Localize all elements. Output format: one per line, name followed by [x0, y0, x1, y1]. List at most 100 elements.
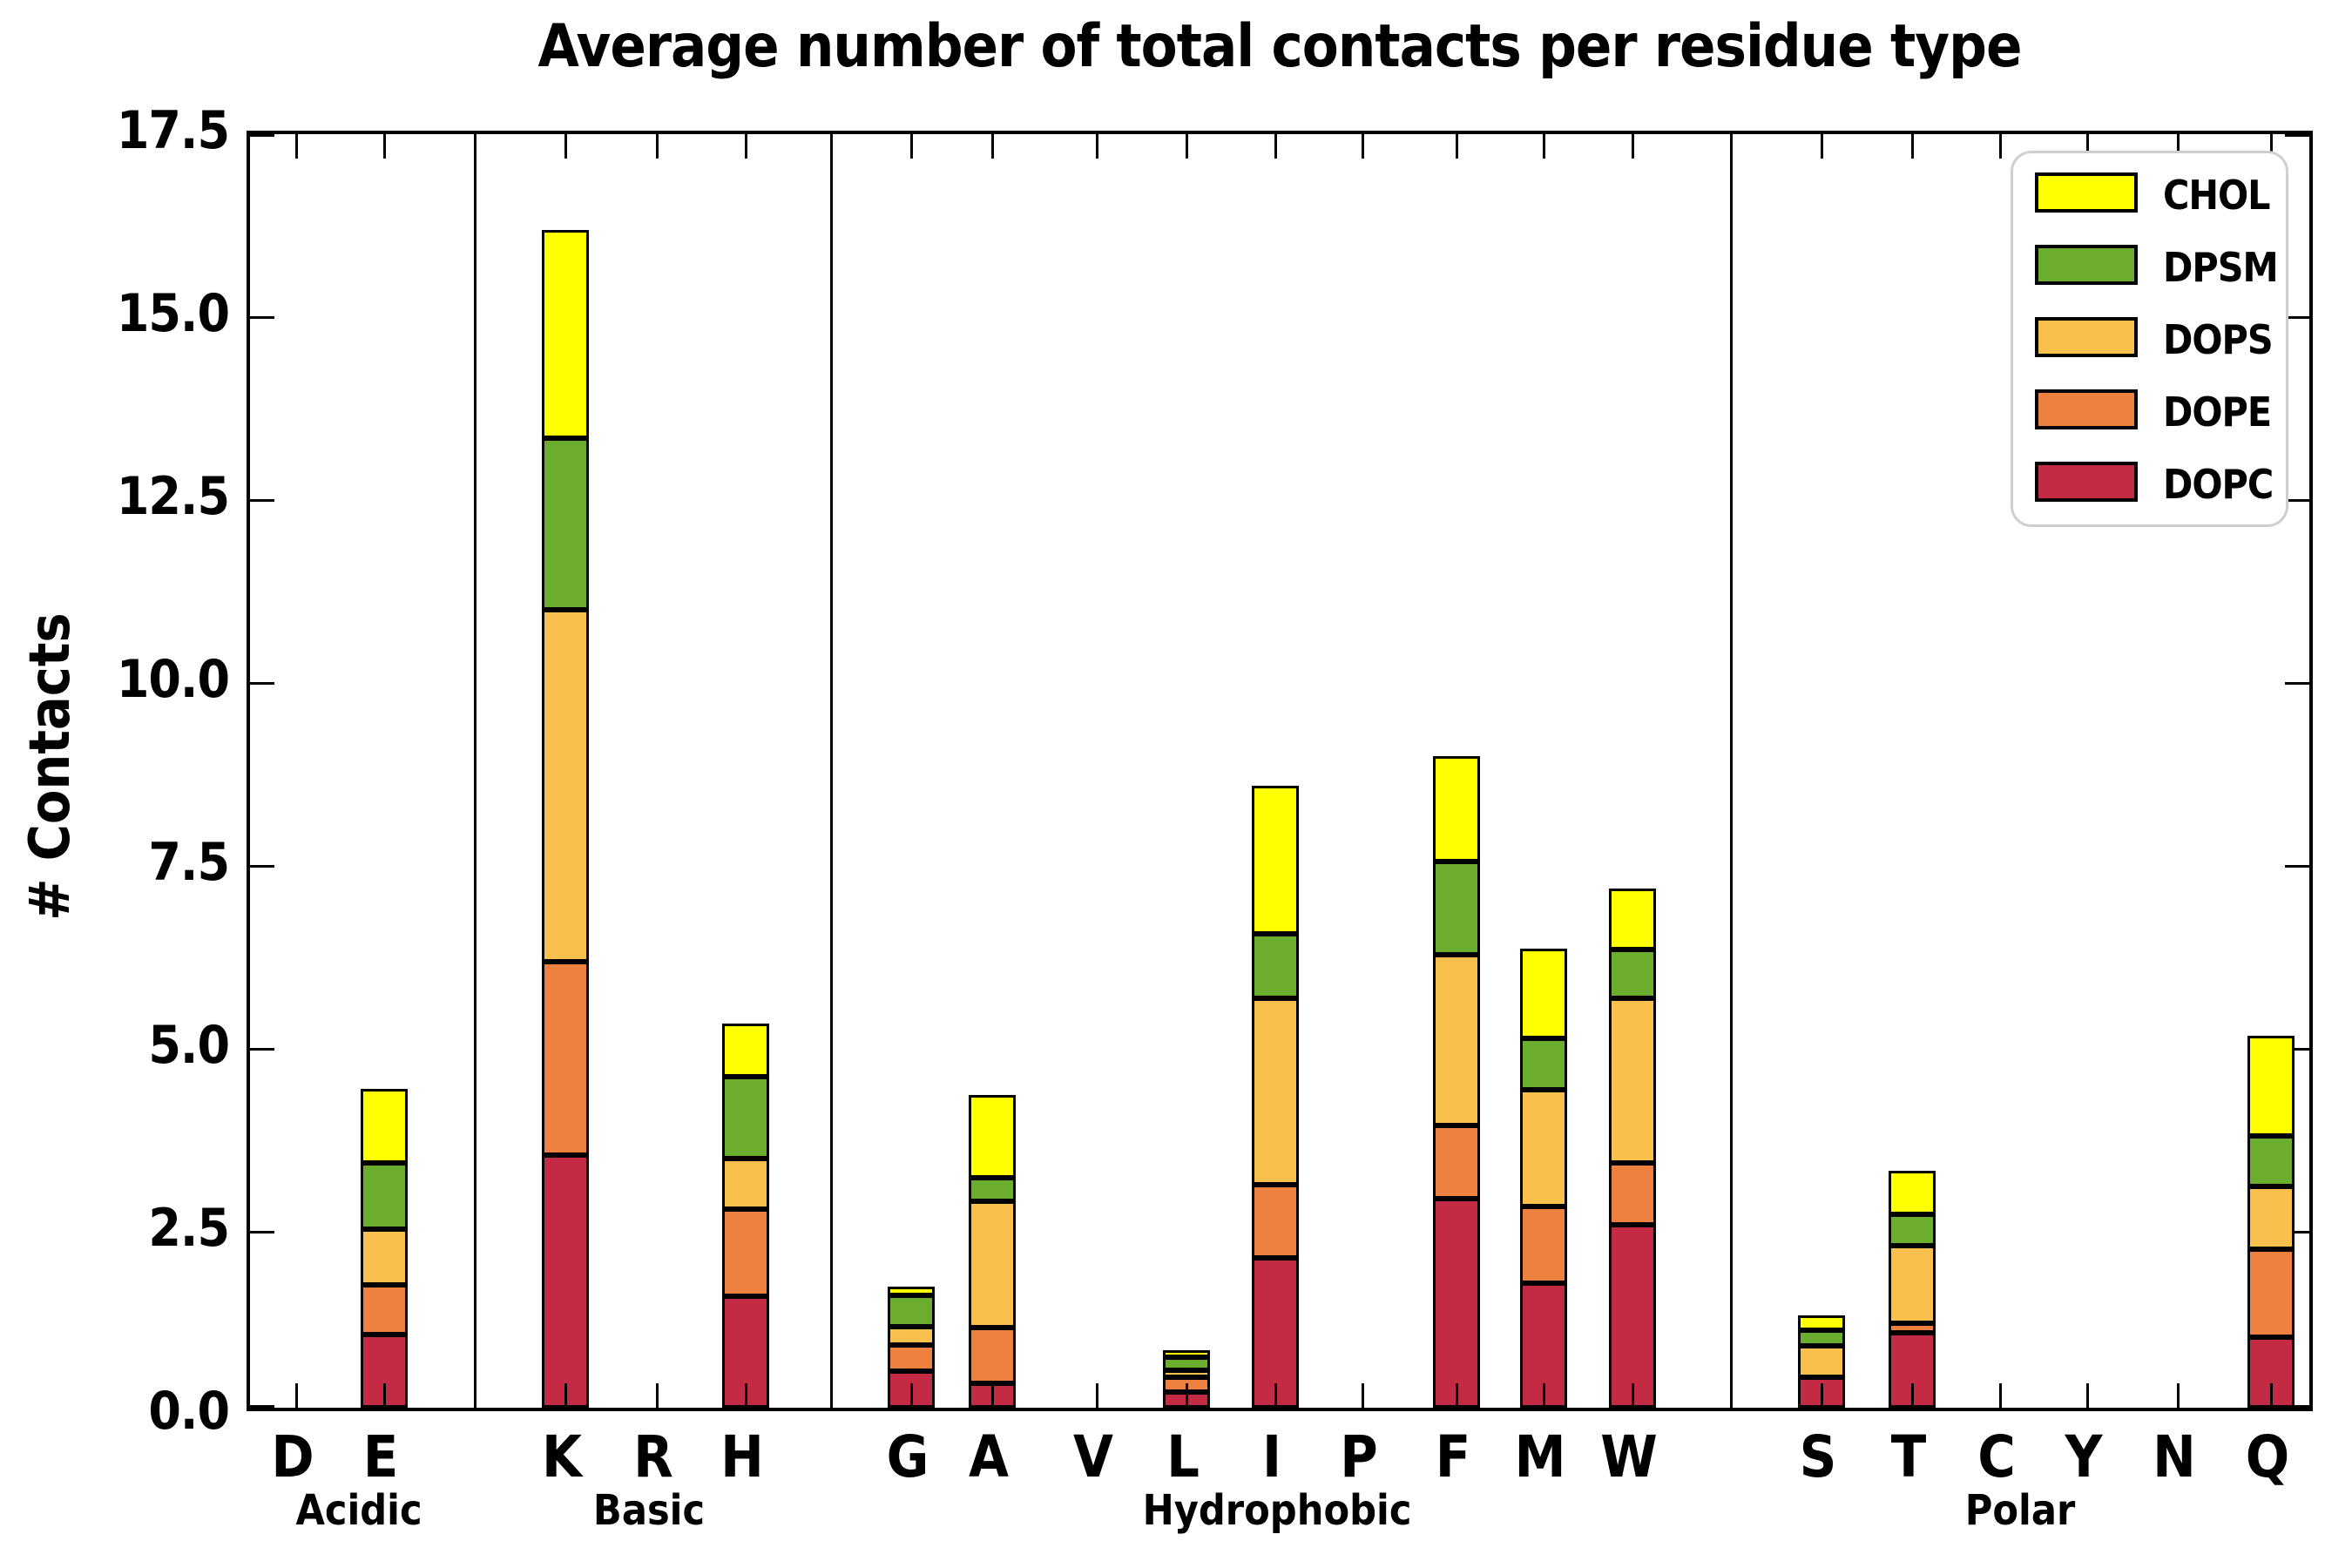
bar-segment-dpsm-I	[1252, 933, 1299, 998]
x-axis-tick-mark	[1998, 134, 2002, 159]
chart-title: Average number of total contacts per res…	[537, 12, 2023, 81]
bar-segment-dopc-K	[542, 1155, 589, 1408]
bar-segment-dope-A	[969, 1328, 1016, 1384]
bar-segment-dope-T	[1889, 1322, 1936, 1334]
bar-segment-dops-L	[1163, 1369, 1210, 1377]
legend-entry-dopc: DOPC	[2013, 458, 2286, 510]
bar-segment-dope-G	[888, 1344, 935, 1371]
y-axis-tick-mark	[2285, 498, 2309, 502]
bar-segment-chol-E	[361, 1088, 408, 1164]
bar-segment-dops-S	[1798, 1345, 1845, 1377]
x-axis-tick-mark	[744, 1383, 747, 1408]
y-axis-tick-mark	[250, 315, 274, 319]
y-axis-tick-mark	[2285, 1047, 2309, 1051]
bar-segment-dope-I	[1252, 1184, 1299, 1258]
bar-segment-dpsm-T	[1889, 1214, 1936, 1247]
x-axis-tick-mark	[744, 134, 747, 159]
x-axis-tick-mark	[909, 134, 913, 159]
x-axis-tick-mark	[1361, 134, 1364, 159]
bar-segment-dpsm-M	[1520, 1037, 1567, 1090]
x-axis-tick-mark	[1820, 134, 1823, 159]
x-tick-label-M: M	[1514, 1423, 1566, 1490]
x-axis-tick-mark	[1910, 1383, 1914, 1408]
y-axis-tick-mark	[2285, 1230, 2309, 1233]
group-label-basic: Basic	[592, 1486, 706, 1535]
legend-entry-dope: DOPE	[2013, 386, 2286, 438]
x-tick-label-D: D	[271, 1423, 314, 1490]
stacked-bar-S	[1798, 1315, 1845, 1408]
x-axis-tick-mark	[1820, 1383, 1823, 1408]
bar-segment-dopc-E	[361, 1335, 408, 1408]
bar-segment-dopc-W	[1609, 1225, 1656, 1408]
x-tick-label-K: K	[541, 1423, 583, 1490]
x-tick-label-F: F	[1435, 1423, 1471, 1490]
legend-swatch-dope	[2035, 389, 2138, 429]
x-tick-label-V: V	[1073, 1423, 1113, 1490]
bar-segment-dops-I	[1252, 997, 1299, 1185]
y-axis-tick-mark	[250, 1047, 274, 1051]
stacked-bar-W	[1609, 888, 1656, 1408]
group-label-hydrophobic: Hydrophobic	[1142, 1486, 1412, 1535]
x-axis-tick-mark	[1455, 1383, 1458, 1408]
x-axis-tick-mark	[1542, 1383, 1545, 1408]
group-label-polar: Polar	[1964, 1486, 2076, 1535]
x-tick-label-Q: Q	[2245, 1423, 2290, 1490]
x-tick-label-H: H	[720, 1423, 764, 1490]
stacked-bar-K	[542, 229, 589, 1408]
y-axis-tick-mark	[250, 864, 274, 868]
x-tick-label-N: N	[2153, 1423, 2196, 1490]
bar-segment-chol-S	[1798, 1315, 1845, 1330]
x-axis-tick-mark	[909, 1383, 913, 1408]
y-axis-tick-mark	[250, 681, 274, 685]
bar-segment-dops-T	[1889, 1246, 1936, 1323]
x-axis-tick-mark	[2176, 1383, 2180, 1408]
x-axis-tick-mark	[1361, 1383, 1364, 1408]
stacked-bar-Q	[2247, 1036, 2295, 1408]
bar-segment-dope-E	[361, 1284, 408, 1335]
x-axis-tick-mark	[294, 134, 298, 159]
stacked-bar-A	[969, 1095, 1016, 1408]
x-tick-label-I: I	[1261, 1423, 1282, 1490]
bar-segment-dpsm-A	[969, 1178, 1016, 1202]
bar-segment-dops-Q	[2247, 1186, 2295, 1249]
y-axis-tick-mark	[2285, 134, 2309, 137]
bar-segment-dops-A	[969, 1201, 1016, 1328]
legend-box: CHOL DPSM DOPS DOPE DOPC	[2011, 151, 2288, 527]
x-axis-tick-mark	[1542, 134, 1545, 159]
bar-segment-chol-M	[1520, 949, 1567, 1038]
x-tick-label-R: R	[633, 1423, 673, 1490]
bar-segment-dpsm-Q	[2247, 1136, 2295, 1186]
bar-segment-chol-L	[1163, 1350, 1210, 1358]
legend-label-dopc: DOPC	[2163, 461, 2274, 508]
x-axis-tick-mark	[1998, 1383, 2002, 1408]
bar-segment-dope-M	[1520, 1206, 1567, 1284]
x-axis-tick-mark	[1631, 134, 1634, 159]
bar-segment-dops-E	[361, 1229, 408, 1285]
group-label-acidic: Acidic	[295, 1486, 422, 1535]
y-tick-label: 12.5	[116, 466, 230, 527]
x-axis-tick-mark	[1274, 134, 1277, 159]
x-axis-tick-mark	[655, 134, 659, 159]
bar-segment-chol-H	[722, 1024, 769, 1078]
x-axis-tick-mark	[655, 1383, 659, 1408]
stacked-bar-H	[722, 1024, 769, 1408]
x-axis-tick-mark	[382, 134, 386, 159]
x-tick-label-W: W	[1600, 1423, 1658, 1490]
x-axis-tick-mark	[1910, 134, 1914, 159]
x-axis-tick-mark	[1631, 1383, 1634, 1408]
panel-separator-line	[473, 134, 476, 1408]
bar-segment-dops-K	[542, 610, 589, 962]
x-axis-tick-mark	[990, 134, 994, 159]
x-tick-label-A: A	[969, 1423, 1009, 1490]
bar-segment-chol-T	[1889, 1170, 1936, 1215]
y-tick-label: 5.0	[148, 1015, 230, 1076]
x-axis-tick-mark	[1455, 134, 1458, 159]
bar-segment-dpsm-G	[888, 1294, 935, 1327]
bar-segment-dopc-I	[1252, 1257, 1299, 1408]
legend-label-chol: CHOL	[2163, 172, 2271, 219]
bar-segment-dpsm-W	[1609, 950, 1656, 998]
y-axis-tick-mark	[250, 1230, 274, 1233]
stacked-bar-I	[1252, 786, 1299, 1408]
legend-swatch-dpsm	[2035, 245, 2138, 285]
x-axis-tick-mark	[2176, 134, 2180, 159]
